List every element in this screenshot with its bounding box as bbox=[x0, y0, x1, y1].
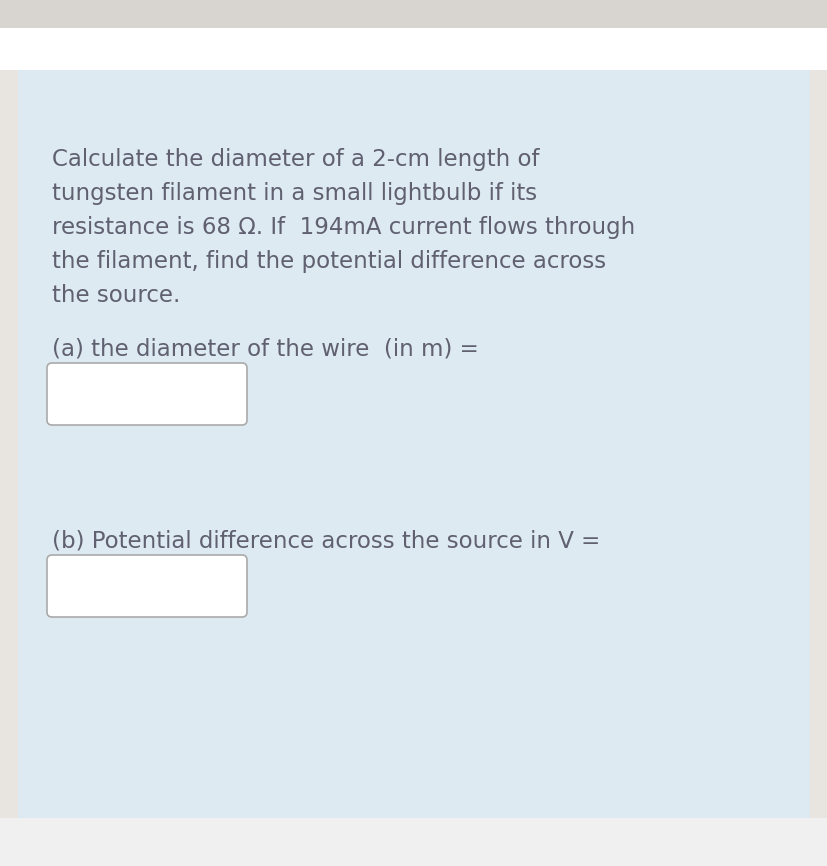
Bar bbox=[0, 0, 827, 28]
Text: the filament, find the potential difference across: the filament, find the potential differe… bbox=[52, 250, 605, 273]
Text: (b) Potential difference across the source in V =: (b) Potential difference across the sour… bbox=[52, 530, 600, 553]
FancyBboxPatch shape bbox=[47, 555, 246, 617]
Text: (a) the diameter of the wire  (in m) =: (a) the diameter of the wire (in m) = bbox=[52, 338, 478, 361]
Bar bbox=[0, 28, 827, 70]
Text: the source.: the source. bbox=[52, 284, 180, 307]
FancyBboxPatch shape bbox=[47, 363, 246, 425]
Text: tungsten filament in a small lightbulb if its: tungsten filament in a small lightbulb i… bbox=[52, 182, 537, 205]
Text: Calculate the diameter of a 2-cm length of: Calculate the diameter of a 2-cm length … bbox=[52, 148, 539, 171]
Bar bbox=[0, 818, 827, 866]
Text: resistance is 68 Ω. If  194mA current flows through: resistance is 68 Ω. If 194mA current flo… bbox=[52, 216, 634, 239]
Bar bbox=[18, 70, 809, 818]
